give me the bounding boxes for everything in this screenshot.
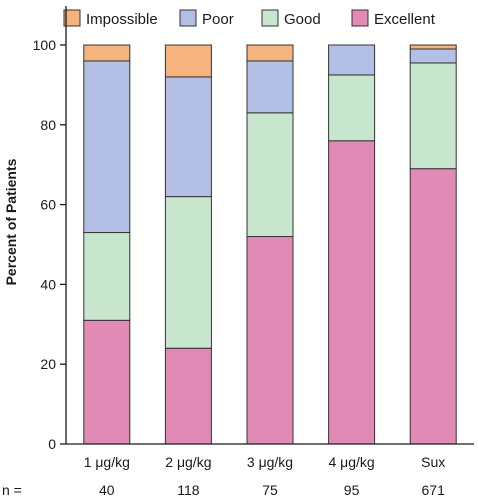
bar-segment-poor-4 [328, 44, 376, 76]
bar-segment-impossible-5 [409, 44, 457, 50]
x-tick-label-4: 4 μg/kg [328, 454, 374, 470]
y-ticks: 0 20 40 60 80 100 [33, 37, 66, 452]
legend: Impossible Poor Good Excellent [63, 9, 436, 28]
bar-segment-good-2 [164, 196, 212, 349]
bar-segment-good-3 [246, 112, 294, 238]
n-value-1: 40 [99, 482, 115, 498]
n-value-4: 95 [344, 482, 360, 498]
legend-swatch-poor [179, 9, 197, 27]
legend-swatch-good [261, 9, 279, 27]
legend-label-impossible: Impossible [86, 11, 158, 28]
bar-segment-excellent-2 [164, 347, 212, 445]
y-tick-label: 60 [40, 197, 56, 213]
bar-segment-good-4 [328, 74, 376, 142]
y-tick-label: 0 [48, 436, 56, 452]
bar-segment-excellent-5 [409, 168, 457, 445]
bar-segment-good-5 [409, 62, 457, 170]
sample-size-row: n = 40 118 75 95 671 [2, 482, 445, 498]
bar-segment-excellent-1 [83, 319, 131, 445]
bar-segment-poor-5 [409, 48, 457, 64]
y-tick-label: 20 [40, 356, 56, 372]
legend-swatch-impossible [63, 9, 81, 27]
bar-segment-poor-1 [83, 60, 131, 234]
legend-label-excellent: Excellent [374, 11, 436, 28]
bars [83, 44, 457, 445]
legend-label-good: Good [284, 11, 321, 28]
n-row-label: n = [2, 482, 22, 498]
bar-segment-poor-3 [246, 60, 294, 114]
n-value-3: 75 [262, 482, 278, 498]
legend-label-poor: Poor [202, 11, 234, 28]
x-tick-label-1: 1 μg/kg [84, 454, 130, 470]
bar-segment-good-1 [83, 232, 131, 321]
bar-segment-excellent-3 [246, 236, 294, 445]
x-tick-labels: 1 μg/kg 2 μg/kg 3 μg/kg 4 μg/kg Sux [84, 454, 446, 470]
bar-segment-poor-2 [164, 76, 212, 198]
axes [65, 6, 474, 445]
bar-segment-excellent-4 [328, 140, 376, 445]
y-axis-label: Percent of Patients [3, 158, 19, 285]
bar-segment-impossible-1 [83, 44, 131, 62]
n-value-2: 118 [177, 482, 200, 498]
bar-segment-impossible-3 [246, 44, 294, 62]
y-tick-label: 40 [40, 276, 56, 292]
bar-segment-impossible-2 [164, 44, 212, 78]
y-tick-label: 80 [40, 117, 56, 133]
legend-swatch-excellent [351, 9, 369, 27]
x-tick-label-2: 2 μg/kg [165, 454, 211, 470]
x-tick-label-3: 3 μg/kg [247, 454, 293, 470]
y-tick-label: 100 [33, 37, 57, 53]
x-tick-label-5: Sux [421, 454, 445, 470]
n-value-5: 671 [422, 482, 446, 498]
